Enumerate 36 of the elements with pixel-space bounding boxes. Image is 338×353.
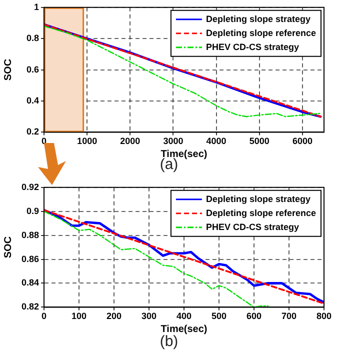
legend-label: Depleting slope reference — [206, 208, 316, 218]
text: (b) — [158, 333, 178, 350]
x-tick-label: 200 — [106, 311, 122, 322]
x-tick-label: 6000 — [292, 136, 312, 146]
x-tick-label: 2000 — [120, 136, 140, 146]
x-tick-label: 0 — [41, 311, 47, 322]
y-tick-label: 0.8 — [26, 33, 39, 44]
x-tick-label: 1000 — [77, 136, 98, 146]
legend-label: Depleting slope reference — [206, 28, 316, 38]
y-tick-label: 0.92 — [21, 182, 39, 192]
x-tick-label: 3000 — [163, 136, 184, 146]
legend-label: Depleting slope strategy — [206, 14, 310, 24]
legend-label: PHEV CD-CS strategy — [206, 222, 299, 232]
y-tick-label: 1 — [34, 2, 39, 12]
legend-label: Depleting slope strategy — [206, 194, 310, 204]
y-axis-title: SOC — [2, 236, 14, 258]
y-tick-label: 0.2 — [26, 126, 39, 137]
x-tick-label: 800 — [316, 311, 332, 322]
x-tick-label: 100 — [71, 311, 87, 322]
x-tick-label: 4000 — [206, 136, 226, 146]
x-tick-label: 400 — [176, 311, 192, 322]
y-axis-title: SOC — [2, 58, 14, 81]
legend-label: PHEV CD-CS strategy — [206, 42, 299, 52]
x-tick-label: 300 — [141, 311, 157, 322]
y-tick-label: 0.88 — [21, 230, 39, 240]
x-tick-label: 500 — [211, 311, 227, 322]
y-tick-label: 0.82 — [21, 302, 39, 312]
y-tick-label: 0.84 — [21, 278, 39, 288]
x-tick-label: 700 — [281, 311, 297, 322]
y-tick-label: 0.86 — [21, 254, 39, 264]
y-tick-label: 0.6 — [26, 64, 39, 74]
y-tick-label: 0.9 — [26, 206, 39, 216]
y-tick-label: 0.4 — [26, 95, 39, 106]
x-axis-title: Time(sec) — [160, 324, 208, 335]
x-tick-label: 5000 — [249, 136, 270, 146]
x-tick-label: 600 — [246, 311, 262, 322]
